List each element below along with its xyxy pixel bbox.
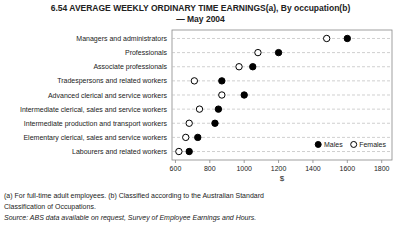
footnote: (a) For full-time adult employees. (b) C… [4,192,264,200]
dot [186,120,192,126]
grid-line [172,109,392,110]
grid-line [172,66,392,67]
dot [275,49,281,55]
dot [241,92,247,98]
category-label: Elementary clerical, sales and service w… [23,134,167,142]
grid-line [172,151,392,152]
x-tick-label: 1400 [305,165,321,172]
dot [323,35,329,41]
grid [172,38,392,151]
dot [176,148,182,154]
category-label: Managers and administrators [76,35,167,43]
dot [219,92,225,98]
grid-line [172,80,392,81]
dot [186,148,192,154]
footnote: Classification of Occupations. [4,203,96,211]
grid-line [172,38,392,39]
category-label: Associate professionals [93,63,167,71]
x-tick-label: 600 [170,165,182,172]
x-tick [278,160,279,163]
dot [195,134,201,140]
x-tick-label: 1600 [340,165,356,172]
category-label: Intermediate production and transport wo… [24,120,168,128]
dot [196,106,202,112]
x-tick [175,160,176,163]
category-label: Labourers and related workers [72,148,167,155]
legend-label: Males [324,141,343,148]
legend-label: Females [359,141,386,148]
dot [212,120,218,126]
x-axis-label: $ [280,174,285,183]
chart: 6.54 AVERAGE WEEKLY ORDINARY TIME EARNIN… [0,0,401,246]
category-label: Professionals [125,49,168,56]
legend-marker [315,141,321,147]
category-label: Advanced clerical and service workers [48,92,168,99]
x-tick-label: 1800 [374,165,390,172]
x-tick [381,160,382,163]
dot [255,49,261,55]
grid-line [172,123,392,124]
x-tick [347,160,348,163]
plot-frame [172,30,392,160]
dot [344,35,350,41]
legend-marker [351,141,357,147]
title: 6.54 AVERAGE WEEKLY ORDINARY TIME EARNIN… [51,3,351,13]
category-label: Tradespersons and related workers [57,77,167,85]
x-tick-label: 1200 [271,165,287,172]
footnote: Source: ABS data available on request, S… [4,214,256,222]
category-label: Intermediate clerical, sales and service… [20,106,168,113]
legend: Females Males [315,141,386,148]
dot [183,134,189,140]
dot [219,78,225,84]
dot [236,64,242,70]
x-tick [312,160,313,163]
subtitle: — May 2004 [176,14,225,24]
x-tick [244,160,245,163]
dot [250,64,256,70]
dot [215,106,221,112]
grid-line [172,137,392,138]
x-tick-label: 800 [204,165,216,172]
grid-line [172,95,392,96]
x-tick [209,160,210,163]
dot [191,78,197,84]
marks [176,35,351,154]
x-tick-label: 1000 [236,165,252,172]
